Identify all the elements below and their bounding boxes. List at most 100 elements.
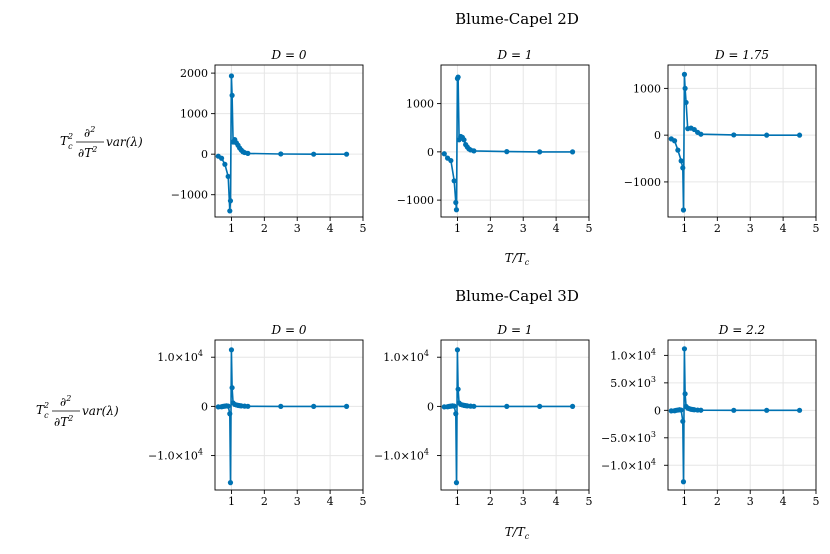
y-tick-label: 0 [427,146,434,159]
svg-text:∂2: ∂2 [84,125,95,140]
x-tick-label: 5 [360,222,367,235]
data-point [453,480,460,486]
data-point [680,207,687,213]
data-point [453,411,459,417]
y-tick-label: 1.0×104 [383,349,429,364]
y-tick-label: 2000 [180,67,208,80]
x-tick-label: 1 [454,495,461,508]
data-point [471,148,477,154]
axes-frame [667,64,817,218]
data-point [537,149,543,155]
panel-2: D = 1 1 2 3 4 5 1000 0 −1000 [397,48,593,235]
data-point [678,407,684,413]
data-point [675,147,681,153]
series-line [218,348,347,484]
data-point [228,73,235,79]
y-tick-label: 1.0×104 [610,347,656,362]
data-point [453,207,460,213]
x-tick-label: 1 [681,222,688,235]
data-point [461,137,467,143]
panel-title: D = 1 [497,323,533,337]
x-tick-label: 3 [520,495,527,508]
data-point [311,403,317,409]
data-point [455,74,461,80]
x-tick-label: 5 [360,495,367,508]
svg-text:T2c: T2 c [60,132,73,151]
data-point [796,132,803,138]
data-point [678,158,684,164]
svg-text:var(λ): var(λ) [106,135,143,149]
x-tick-label: 4 [780,222,787,235]
y-tick-label: 1.0×104 [157,349,203,364]
data-point [569,149,576,155]
y-tick-label: 0 [654,404,661,417]
data-point [680,479,687,485]
row-ylabel-2d: T2 c ∂2 ∂T2 var(λ) [60,125,143,160]
y-tick-label: 5.0×103 [610,375,656,390]
data-point [764,132,770,138]
series-line [671,347,800,483]
data-point [454,347,461,353]
y-tick-label: 1000 [180,108,208,121]
panel-3: D = 1.75 1 2 3 4 5 1000 0 −1000 [624,48,820,235]
y-tick-label: −1000 [397,194,434,207]
x-tick-label: 5 [813,495,820,508]
data-point [222,161,228,167]
data-point [504,403,510,409]
data-point [681,346,688,352]
svg-text:∂T2: ∂T2 [78,145,97,160]
data-point [471,403,477,409]
x-tick-label: 3 [747,222,754,235]
data-point [680,165,686,171]
svg-text:∂T2: ∂T2 [54,414,73,429]
x-tick-label: 5 [813,222,820,235]
data-point [683,99,689,106]
data-point [451,403,457,409]
x-tick-label: 1 [454,222,461,235]
xlabel-row-3d: T/Tc [505,525,530,541]
data-point [796,407,803,413]
x-tick-label: 2 [261,495,268,508]
data-point [278,151,284,157]
data-point [453,199,459,206]
y-tick-label: −1.0×104 [148,448,203,463]
data-point [229,92,235,98]
data-point [504,149,510,155]
data-point [343,403,350,409]
y-tick-label: −1.0×104 [374,448,429,463]
axes-frame [440,339,590,491]
y-tick-label: 0 [654,129,661,142]
x-tick-label: 2 [487,222,494,235]
data-point [731,407,737,413]
panel-title: D = 1 [497,48,533,62]
data-point [671,138,678,144]
x-tick-label: 5 [586,222,593,235]
data-point [228,347,235,353]
data-point [229,385,235,391]
data-point [311,151,317,157]
data-point [698,131,704,137]
data-point [245,150,251,156]
y-tick-label: 1000 [406,98,434,111]
x-tick-label: 4 [553,495,560,508]
x-tick-label: 2 [714,222,721,235]
data-point [227,198,234,204]
x-tick-label: 2 [714,495,721,508]
panel-1: D = 0 1 2 3 4 5 2000 1000 0 −1000 [171,48,367,235]
y-tick-label: −1000 [624,176,661,189]
row-title-2d: Blume-Capel 2D [455,10,579,28]
y-tick-label: 1000 [633,82,661,95]
data-point [441,151,447,157]
series-line [444,348,573,484]
axes-frame [667,339,817,491]
x-tick-label: 4 [327,222,334,235]
data-point [343,151,350,157]
x-tick-label: 2 [261,222,268,235]
data-point [225,403,231,409]
data-point [227,208,233,214]
data-point [448,157,454,164]
y-tick-label: 0 [201,148,208,161]
x-tick-label: 3 [294,495,301,508]
x-tick-label: 4 [780,495,787,508]
